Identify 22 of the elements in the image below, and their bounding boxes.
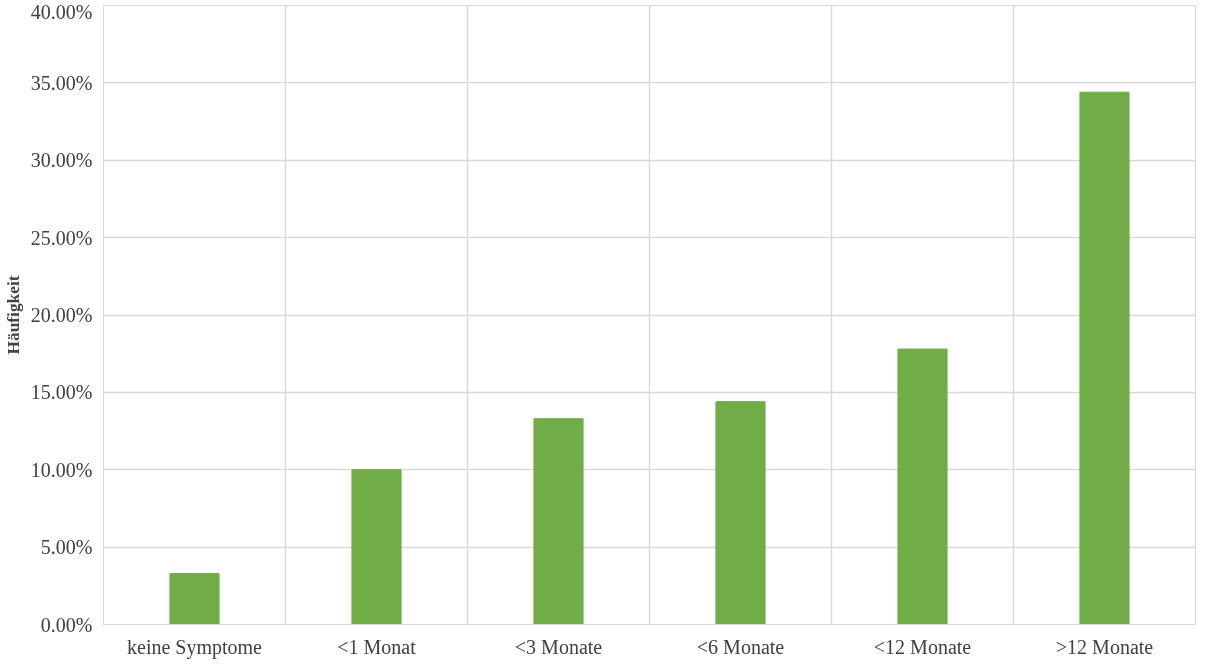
y-tick-label: 0.00% [40, 613, 93, 636]
y-tick-label: 20.00% [30, 304, 93, 326]
bar [169, 572, 220, 625]
y-tick-label: 10.00% [30, 458, 93, 481]
x-tick-label: <6 Monate [696, 635, 785, 658]
bar [533, 418, 584, 625]
x-tick-label: >12 Monate [1055, 635, 1154, 658]
bar [897, 348, 948, 625]
x-tick-label: keine Symptome [127, 635, 263, 659]
y-tick-label: 5.00% [40, 536, 93, 559]
y-axis-title: Häufigkeit [3, 275, 23, 355]
x-tick-label: <1 Monat [337, 635, 417, 658]
y-tick-label: 35.00% [30, 71, 93, 94]
y-tick-label: 25.00% [30, 226, 93, 249]
y-tick-label: 40.00% [30, 0, 93, 23]
bar [715, 401, 766, 625]
x-tick-label: <12 Monate [873, 635, 972, 658]
bar [1079, 91, 1130, 625]
x-tick-label: <3 Monate [514, 635, 603, 658]
bar [351, 469, 402, 625]
y-tick-label: 15.00% [30, 381, 93, 404]
y-tick-label: 30.00% [30, 149, 93, 172]
